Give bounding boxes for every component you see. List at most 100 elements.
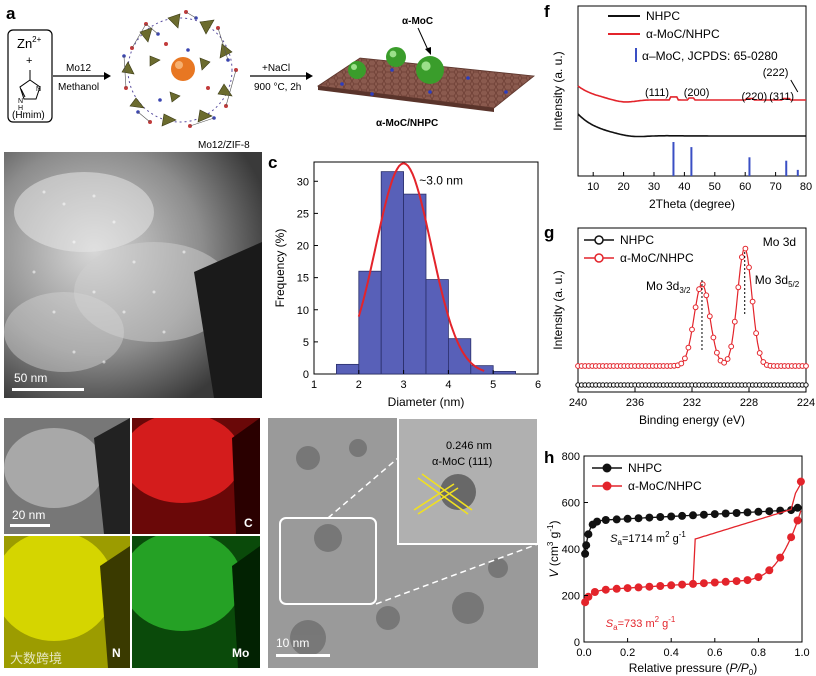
label-part: -1 — [546, 524, 555, 532]
xrd-curve-nhpc — [577, 113, 806, 138]
isotherm-point-moc — [612, 584, 621, 593]
y-tick-label: 25 — [297, 208, 309, 220]
xps-point-moc — [742, 245, 749, 252]
xrd-curve-moc — [577, 85, 806, 103]
label-part: 3/2 — [679, 286, 691, 295]
xps-point-moc — [692, 304, 699, 311]
intermediate-label: Mo12/ZIF-8 — [198, 140, 250, 151]
isotherm-point-moc — [732, 577, 741, 586]
imidazole-structure — [19, 70, 41, 100]
isotherm-point-moc — [590, 588, 599, 596]
moc-particle — [416, 56, 444, 84]
isotherm-point-nhpc — [743, 508, 752, 517]
moc-label-arrow — [417, 27, 429, 51]
step1-bottom-label: Methanol — [58, 82, 99, 93]
xps-point-moc — [714, 349, 720, 356]
xps-point-moc — [753, 330, 760, 337]
x-tick-label: 50 — [709, 181, 721, 193]
xps-point-moc — [703, 292, 710, 299]
y-tick-label: 5 — [303, 337, 309, 349]
chart-histogram: 1 2 3 4 5 6 0 5 10 15 20 25 30 Diameter (nm) Frequency… — [273, 161, 541, 409]
label-part: (cm — [547, 546, 561, 569]
histogram-bar — [492, 371, 516, 375]
label-part: g — [547, 532, 561, 542]
isotherm-point-moc — [645, 582, 654, 591]
x-tick-label: 0.8 — [751, 647, 766, 659]
label-part: 5/2 — [788, 280, 800, 289]
isotherm-point-nhpc — [612, 515, 621, 524]
isotherm-point-nhpc — [582, 541, 591, 550]
scale-label-b: 50 nm — [14, 371, 48, 385]
x-tick-label: 2 — [356, 379, 362, 391]
label-part: -1 — [679, 530, 687, 539]
y-tick-label: 0 — [574, 637, 580, 649]
xps-point-moc — [728, 343, 735, 350]
x-tick-label: 10 — [587, 181, 599, 193]
y-tick-label: 30 — [297, 176, 309, 188]
y-tick-label: 15 — [297, 273, 309, 285]
label-part: S — [606, 618, 614, 630]
haadf-map-image: 20 nm — [4, 418, 130, 534]
isotherm-point-nhpc — [656, 513, 665, 521]
xps-point-moc — [696, 286, 703, 293]
label-part: a — [618, 538, 623, 547]
isotherm-point-moc — [667, 581, 676, 590]
surface-area-nhpc: Sa=1714 m2 g-1 — [610, 530, 686, 547]
x-tick-label: 1 — [311, 379, 317, 391]
y-axis-label: Intensity (a. u.) — [551, 51, 565, 130]
plus-sign: + — [26, 55, 32, 67]
histogram-bar — [380, 171, 404, 375]
label-part: ) — [547, 521, 561, 525]
xps-point-nhpc — [803, 382, 809, 388]
map-label-n: N — [112, 646, 121, 660]
lattice-spacing-label: 0.246 nm — [446, 440, 492, 452]
xps-point-moc — [685, 344, 692, 351]
label-part: 0 — [749, 668, 754, 676]
panel-h-letter: h — [544, 448, 555, 467]
xps-point-moc — [735, 284, 742, 291]
legend-label-moc: α-MoC/NHPC — [620, 251, 694, 265]
y-tick-label: 200 — [562, 591, 580, 603]
isotherm-point-moc — [765, 566, 774, 575]
x-tick-label: 70 — [769, 181, 781, 193]
isotherm-point-moc — [634, 583, 643, 592]
x-tick-label: 5 — [490, 379, 496, 391]
peak-label-3d52: Mo 3d5/2 — [755, 273, 800, 289]
isotherm-point-nhpc — [667, 512, 676, 521]
x-axis-label: 2Theta (degree) — [649, 197, 735, 211]
xps-point-moc — [699, 281, 706, 288]
isotherm-point-moc — [689, 579, 697, 588]
legend-label-moc: α-MoC/NHPC — [628, 479, 702, 493]
x-axis-label: Binding energy (eV) — [639, 413, 745, 427]
moc-particle — [348, 61, 366, 79]
isotherm-point-nhpc — [793, 503, 802, 512]
xps-point-moc — [710, 334, 717, 341]
xps-point-moc — [731, 318, 738, 325]
label-part: Mo 3d — [755, 273, 788, 287]
isotherm-point-nhpc — [634, 514, 643, 523]
isotherm-point-nhpc — [732, 509, 741, 517]
nitrogen-dopants — [340, 68, 508, 96]
xps-point-moc — [724, 356, 731, 362]
panel-c-letter: c — [268, 153, 278, 172]
isotherm-point-moc — [721, 577, 730, 586]
isotherm-point-nhpc — [710, 510, 719, 519]
label-part: P/P — [729, 661, 748, 675]
isotherm-point-nhpc — [601, 516, 610, 524]
isotherm-point-moc — [787, 533, 796, 542]
isotherm-point-moc — [623, 584, 632, 593]
arrow-step1-head — [104, 72, 111, 80]
isotherm-point-moc — [656, 582, 665, 590]
xps-point-moc — [756, 350, 763, 356]
label-part: ) — [753, 661, 757, 675]
y-axis-label: Intensity (a. u.) — [551, 270, 565, 349]
isotherm-point-moc — [699, 579, 708, 588]
legend-label-nhpc: NHPC — [646, 9, 680, 23]
peak-label: (222) — [763, 67, 789, 79]
x-tick-label: 30 — [648, 181, 660, 193]
isotherm-point-nhpc — [689, 511, 697, 520]
haadf-image: 50 nm — [4, 152, 262, 398]
peak-label: (220) — [741, 91, 767, 103]
scale-bar-b — [12, 388, 84, 391]
map-label-c: C — [244, 516, 253, 530]
